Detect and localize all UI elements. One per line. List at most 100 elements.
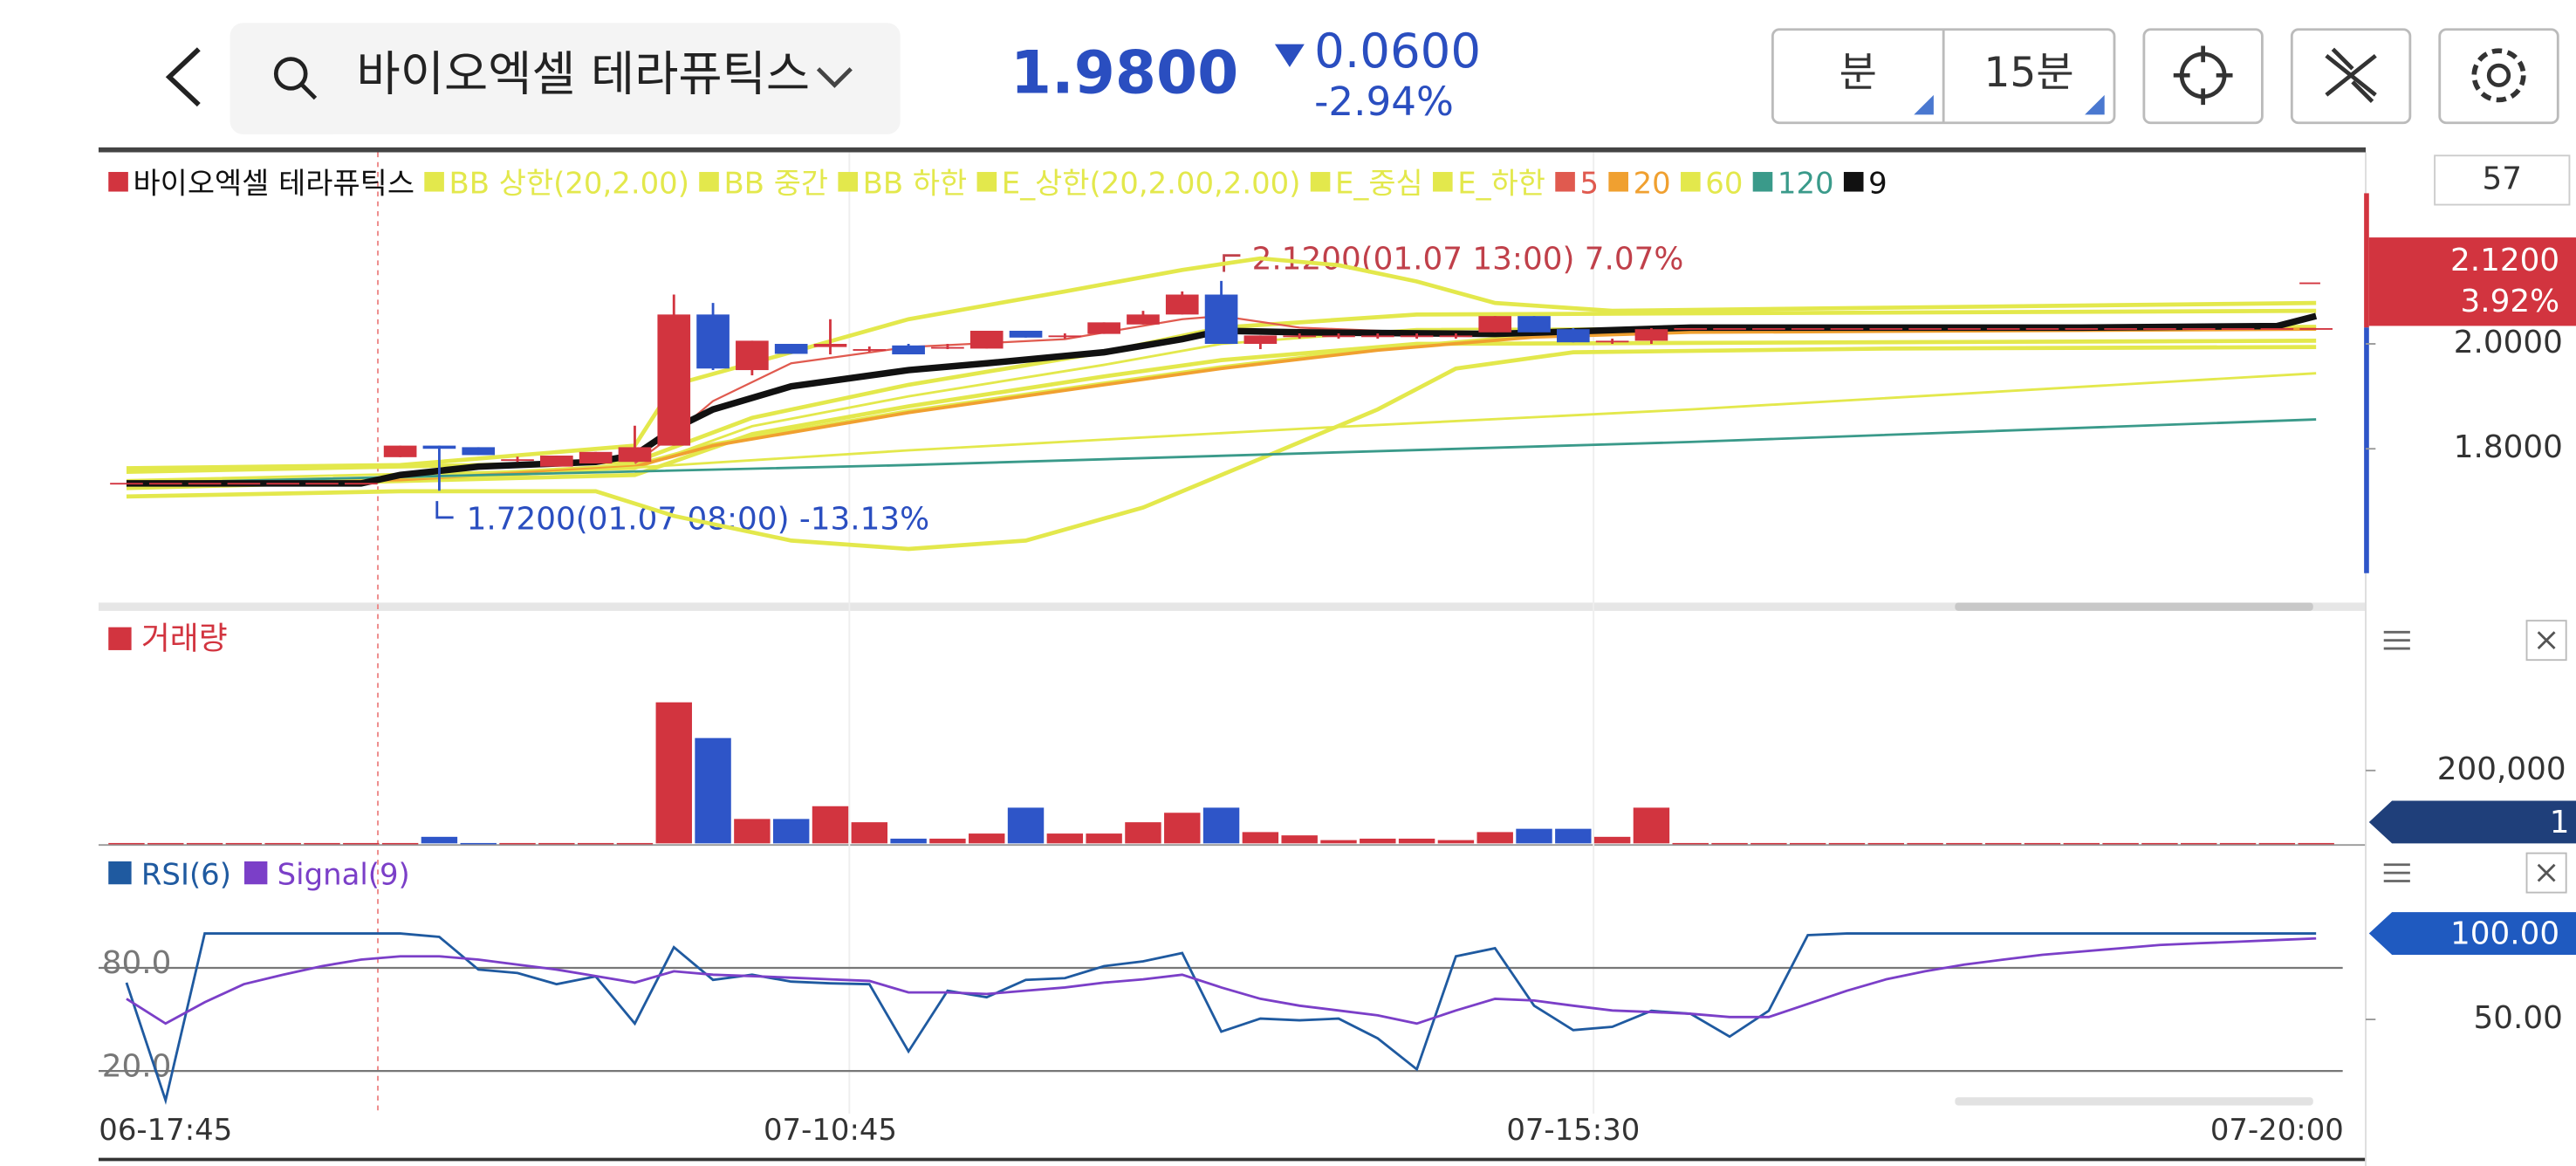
- menu-icon[interactable]: [2383, 863, 2410, 882]
- candle-body: [422, 445, 456, 449]
- legend-label: 60: [1705, 167, 1743, 201]
- volume-bar: [147, 842, 184, 845]
- volume-bar: [1672, 842, 1709, 845]
- current-rsi: 100.00: [2450, 916, 2559, 951]
- legend-swatch: [424, 172, 444, 192]
- candle-body: [2221, 327, 2255, 330]
- volume-bar: [304, 842, 340, 845]
- candle-body: [462, 447, 496, 456]
- candle-body: [1948, 327, 1981, 330]
- volume-bar: [577, 842, 614, 845]
- legend-label: BB 중간: [723, 167, 828, 201]
- volume-bar: [616, 842, 654, 845]
- candle-body: [540, 456, 573, 467]
- last-change: 3.92%: [2461, 284, 2560, 319]
- candle-body: [227, 483, 261, 485]
- candle-body: [1557, 329, 1590, 343]
- crosshair-button[interactable]: [2142, 28, 2264, 125]
- legend-swatch: [699, 172, 719, 192]
- current-rsi-box: [2368, 912, 2576, 955]
- indicator-line: [126, 256, 2317, 470]
- range-bar: [2364, 193, 2369, 328]
- y-tick-label: 80.0: [102, 945, 172, 981]
- period-unit-button[interactable]: 분: [1840, 49, 1877, 97]
- volume-bar: [381, 842, 419, 845]
- scrollbar: [1955, 602, 2313, 611]
- x-tick-label: 07-20:00: [2210, 1113, 2344, 1147]
- volume-bar: [1946, 842, 1983, 845]
- volume-bar: [1828, 842, 1866, 845]
- y-tick-label: 20.0: [102, 1048, 172, 1084]
- pane-separator: [98, 602, 2367, 611]
- settings-button[interactable]: [2438, 28, 2559, 125]
- volume-bar: [1516, 828, 1552, 844]
- x-tick-label: 07-15:30: [1506, 1113, 1640, 1147]
- indicator-line: [126, 312, 2318, 487]
- candle-body: [1634, 329, 1668, 341]
- legend-label: 20: [1634, 167, 1671, 201]
- candle-body: [1869, 327, 1903, 330]
- volume-bar: [2063, 842, 2100, 845]
- back-button[interactable]: [165, 47, 201, 107]
- volume-bar: [264, 842, 301, 845]
- x-tick-label: 06-17:45: [99, 1113, 232, 1147]
- legend-swatch: [108, 861, 132, 885]
- menu-icon[interactable]: [2383, 630, 2410, 650]
- legend-swatch: [838, 172, 858, 192]
- candle-body: [188, 483, 222, 485]
- volume-bar: [186, 842, 223, 845]
- search-icon: [300, 83, 318, 100]
- interval-button[interactable]: 15분: [1983, 49, 2073, 97]
- candle-body: [1830, 327, 1864, 330]
- marker: —: [2299, 270, 2321, 296]
- drawing-icon: [2325, 47, 2377, 103]
- candle-body: [2260, 327, 2294, 330]
- candle-body: [853, 349, 887, 351]
- volume-bar: [2102, 842, 2139, 845]
- count-box: [2434, 154, 2571, 206]
- volume-bar: [1633, 807, 1670, 844]
- legend-label: 바이오엑셀 테라퓨틱스: [133, 167, 414, 201]
- volume-bar: [2181, 842, 2217, 845]
- candle-body: [344, 483, 378, 485]
- volume-bar: [499, 842, 536, 845]
- legend-swatch: [108, 172, 128, 192]
- volume-bar: [1242, 832, 1279, 844]
- dropdown-icon[interactable]: [816, 67, 853, 88]
- volume-bar: [1907, 842, 1943, 845]
- candle-body: [305, 483, 339, 485]
- legend-swatch: [1555, 172, 1575, 192]
- legend-label: E_상한(20,2.00,2.00): [1002, 167, 1301, 201]
- annotation-arrow: [1223, 254, 1241, 272]
- legend-label: 120: [1778, 167, 1834, 201]
- volume-bar: [1789, 842, 1826, 845]
- legend-swatch: [1752, 172, 1773, 192]
- volume-bar: [1593, 836, 1631, 844]
- volume-bar: [2141, 842, 2178, 845]
- legend-label: RSI(6): [141, 857, 231, 891]
- range-bar: [2364, 327, 2369, 573]
- candle-body: [892, 345, 925, 355]
- candle-body: [774, 344, 808, 354]
- volume-bar: [772, 819, 810, 844]
- candle-body: [1048, 335, 1082, 338]
- volume-bar: [1320, 840, 1357, 844]
- candle-body: [266, 483, 300, 485]
- legend-label: E_중심: [1335, 167, 1423, 201]
- candle-body: [1360, 335, 1394, 338]
- y2-tick-label: 50.00: [2474, 1000, 2563, 1036]
- volume-bar: [1437, 840, 1475, 844]
- volume-bar: [1125, 822, 1161, 844]
- indicator-line: [126, 418, 2317, 485]
- legend-swatch: [1310, 172, 1331, 192]
- indicator-line: [126, 345, 2317, 552]
- volume-bar: [1555, 828, 1592, 844]
- search-box[interactable]: [230, 23, 901, 134]
- legend-swatch: [1681, 172, 1701, 192]
- volume-bar: [1007, 807, 1045, 844]
- candle-body: [1243, 335, 1278, 345]
- legend-swatch: [108, 627, 132, 650]
- indicator-line: [126, 339, 2317, 490]
- candle-body: [1322, 335, 1355, 338]
